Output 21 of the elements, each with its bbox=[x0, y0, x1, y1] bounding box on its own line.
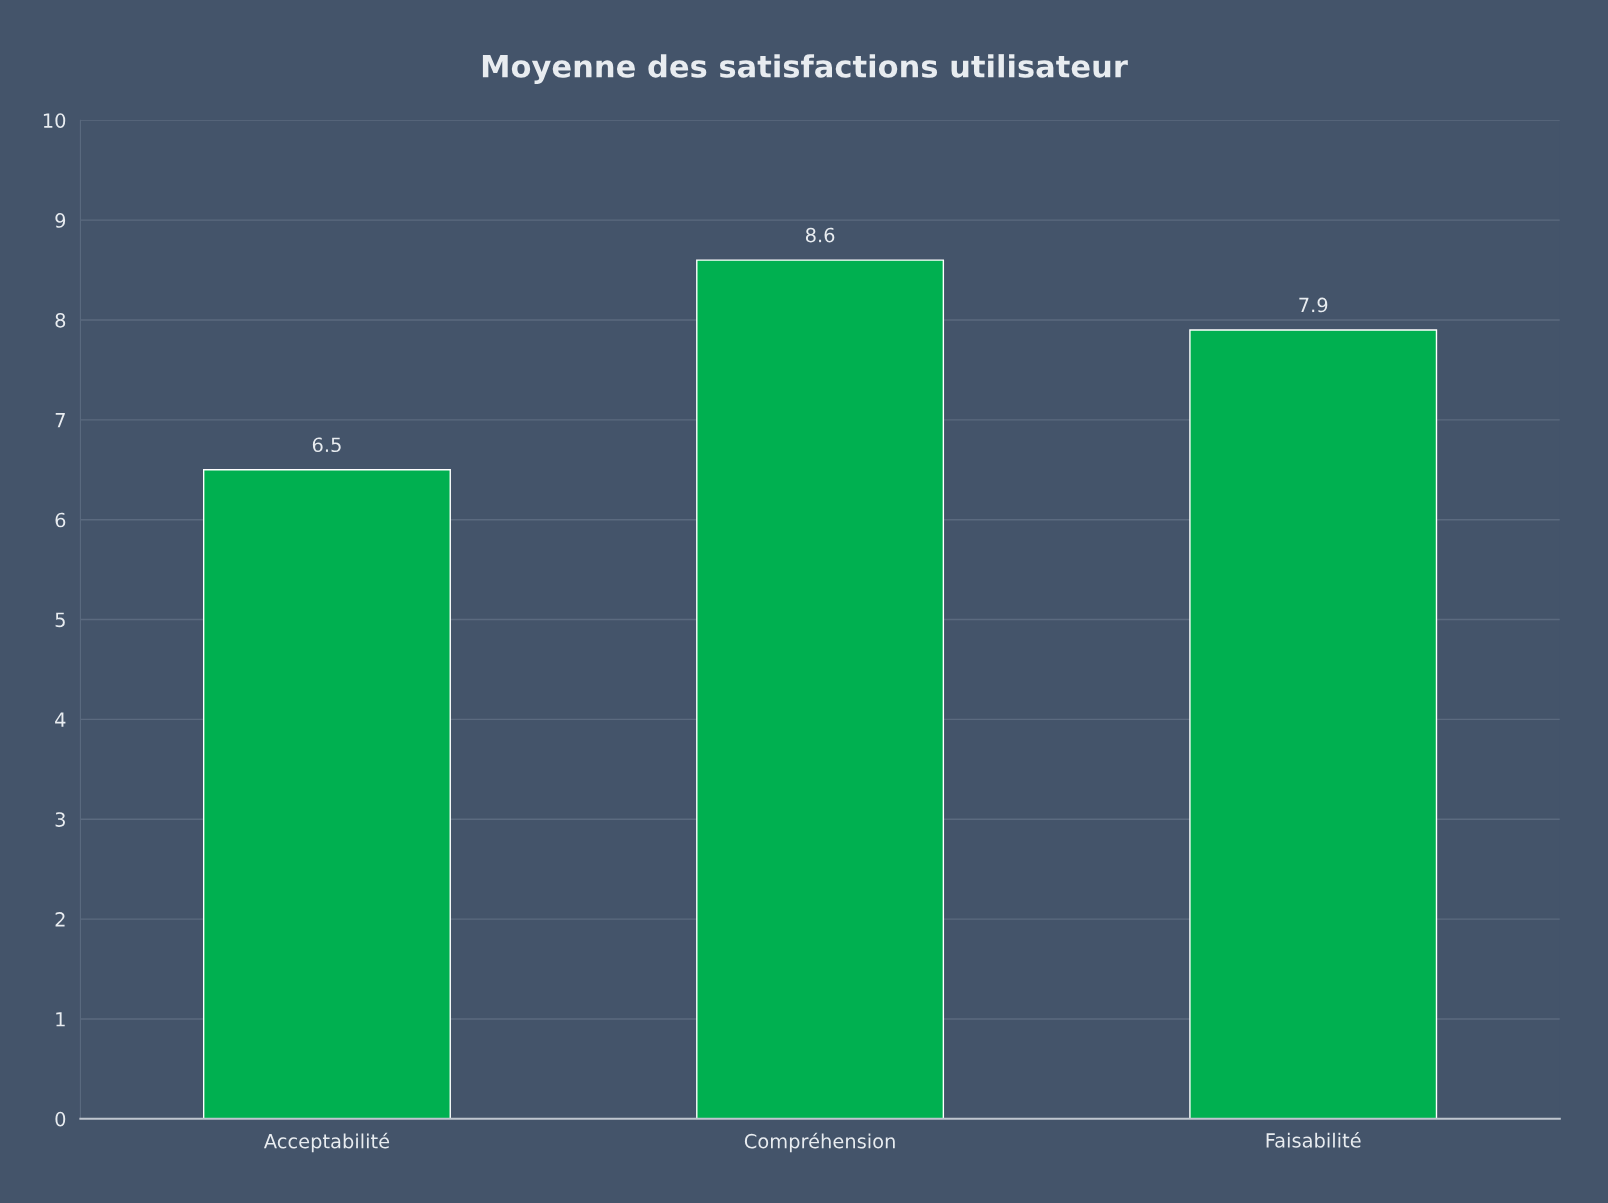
bar bbox=[696, 259, 945, 1119]
y-tick-label: 2 bbox=[55, 912, 65, 927]
y-tick-label: 5 bbox=[55, 612, 65, 628]
bar bbox=[202, 469, 451, 1119]
y-tick-label: 10 bbox=[43, 113, 66, 128]
y-tick-label: 4 bbox=[55, 712, 66, 727]
y-tick-label: 6 bbox=[55, 512, 66, 528]
y-tick-label: 8 bbox=[55, 312, 66, 328]
y-tick-label: 9 bbox=[55, 213, 66, 228]
x-tick-label: Faisabilité bbox=[1266, 1131, 1361, 1148]
x-tick-label: Acceptabilité bbox=[263, 1132, 390, 1153]
data-label: 6.5 bbox=[312, 437, 341, 453]
data-label: 8.6 bbox=[805, 227, 835, 243]
y-tick-label: 1 bbox=[56, 1012, 65, 1027]
y-tick-label: 3 bbox=[55, 812, 65, 827]
bar bbox=[1189, 329, 1438, 1119]
y-tick-label: 7 bbox=[55, 413, 65, 428]
chart-title: Moyenne des satisfactions utilisateur bbox=[482, 54, 1128, 84]
data-label: 7.9 bbox=[1299, 297, 1328, 313]
x-tick-label: Compréhension bbox=[744, 1132, 895, 1153]
y-tick-label: 0 bbox=[55, 1111, 66, 1127]
